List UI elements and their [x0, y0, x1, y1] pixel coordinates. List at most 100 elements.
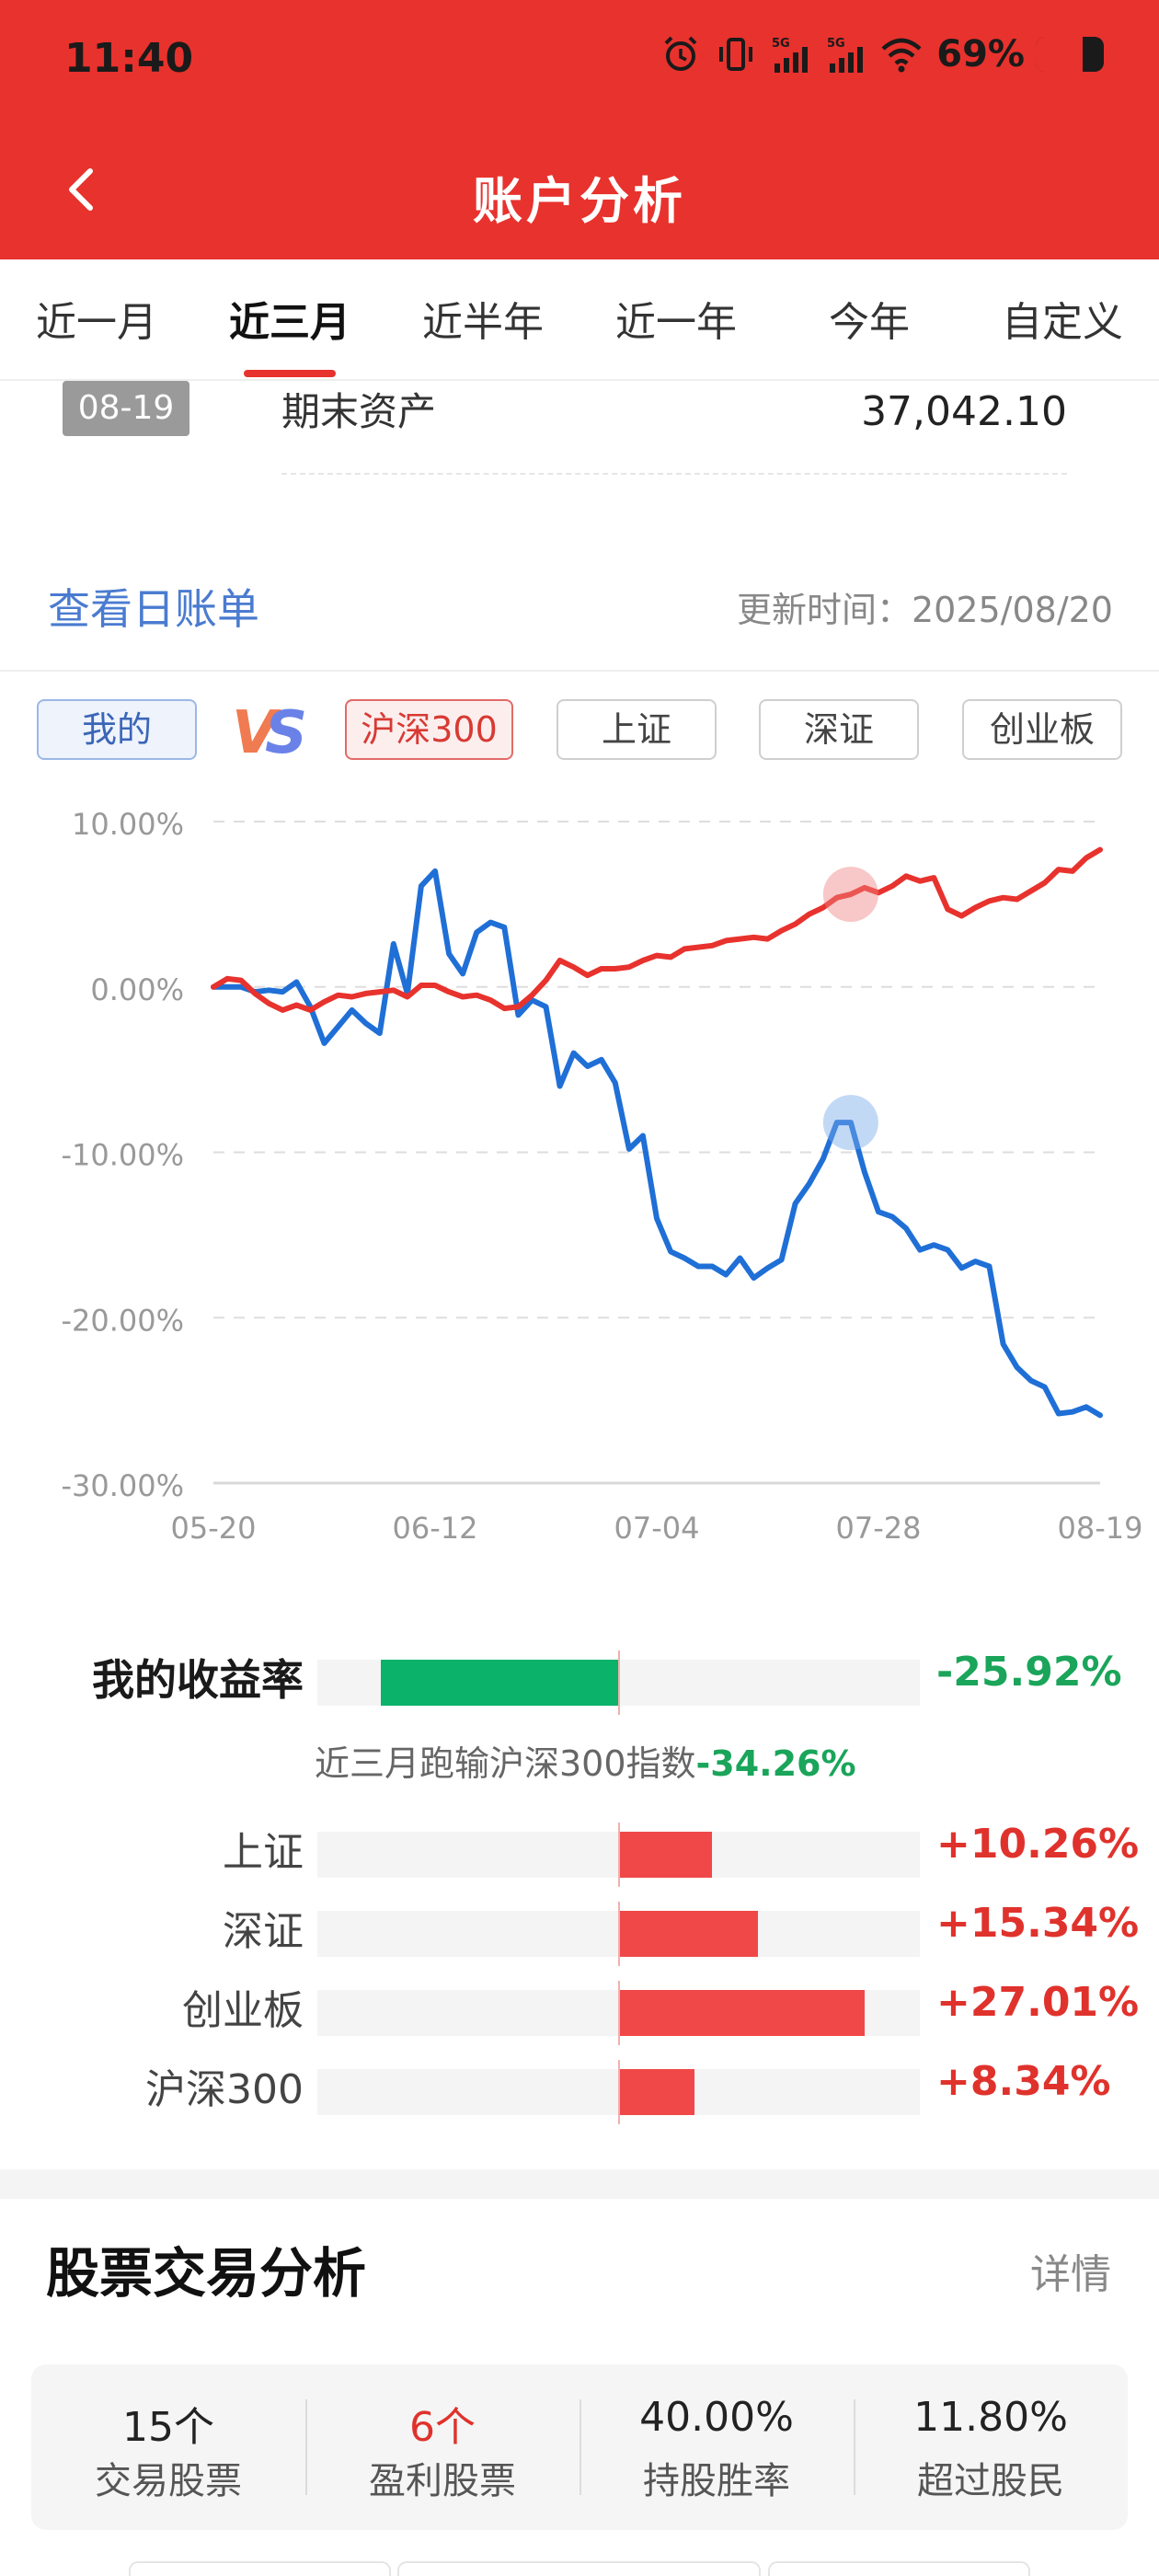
tab-custom[interactable]: 自定义 — [1002, 299, 1123, 346]
battery-percent: 69% — [936, 33, 1025, 75]
index-value-shenzhen: +15.34% — [936, 1900, 1140, 1947]
status-icons: 5G 5G 69% — [660, 33, 1104, 75]
return-comparison-chart[interactable]: 10.00% 0.00% -10.00% -20.00% -30.00% 05-20 06… — [0, 791, 1159, 1555]
index-return-row-chinext: 创业板 +27.01% — [0, 1977, 1159, 2045]
section-gap — [0, 2169, 1159, 2199]
period-tabs: 近一月 近三月 近半年 近一年 今年 自定义 — [0, 259, 1159, 381]
stat-label: 交易股票 — [95, 2460, 242, 2502]
my-return-bar — [381, 1660, 618, 1706]
x-tick-label: 07-04 — [614, 1511, 700, 1546]
underperform-text: 近三月跑输沪深300指数-34.26% — [315, 1735, 856, 1786]
asset-value: 37,042.10 — [861, 388, 1067, 435]
next-card-peek — [768, 2561, 1030, 2576]
svg-text:5G: 5G — [772, 37, 790, 51]
tab-6-months[interactable]: 近半年 — [422, 299, 544, 346]
wifi-icon — [881, 38, 922, 73]
vs-logo: V S — [232, 699, 307, 764]
compare-shenzhen-button[interactable]: 深证 — [759, 699, 919, 760]
x-tick-label: 08-19 — [1058, 1511, 1143, 1546]
index-bar-shenzhen — [618, 1911, 759, 1957]
compare-shanghai-button[interactable]: 上证 — [557, 699, 717, 760]
index-value-chinext: +27.01% — [936, 1979, 1140, 2026]
chart-highlight-markers — [822, 867, 878, 1151]
index-value-hs300: +8.34% — [936, 2058, 1111, 2105]
section-divider — [0, 670, 1159, 672]
back-arrow-icon[interactable] — [55, 162, 110, 217]
index-return-row-hs300: 沪深300 +8.34% — [0, 2056, 1159, 2124]
page-title: 账户分析 — [473, 172, 686, 230]
stat-value: 15个 — [122, 2404, 214, 2451]
zero-axis — [618, 1981, 620, 2045]
my-highlight-point — [822, 1095, 878, 1151]
tab-1-year[interactable]: 近一年 — [615, 299, 737, 346]
compare-chinext-button[interactable]: 创业板 — [962, 699, 1122, 760]
divider — [281, 473, 1067, 475]
my-return-value: -25.92% — [936, 1649, 1122, 1696]
view-daily-bill-link[interactable]: 查看日账单 — [48, 584, 259, 634]
update-time: 更新时间：2025/08/20 — [736, 590, 1113, 630]
x-tick-label: 07-28 — [836, 1511, 922, 1546]
zero-axis — [618, 1902, 620, 1966]
signal-5g-icon: 5G — [772, 37, 809, 73]
x-tick-label: 05-20 — [171, 1511, 257, 1546]
compare-row: 我的 V S 沪深300 上证 深证 创业板 — [0, 699, 1159, 764]
index-label-hs300: 沪深300 — [145, 2066, 304, 2113]
chart-series — [211, 846, 1103, 1419]
tab-3-months[interactable]: 近三月 — [229, 299, 350, 346]
svg-text:V: V — [232, 699, 281, 764]
stat-win-rate: 40.00% 持股胜率 — [580, 2364, 854, 2530]
status-bar: 11:40 5G 5G 69% — [0, 0, 1159, 121]
stock-analysis-title: 股票交易分析 — [46, 2242, 367, 2305]
my-return-row: 我的收益率 -25.92% — [0, 1647, 1159, 1715]
tab-this-year[interactable]: 今年 — [829, 299, 910, 346]
zero-axis — [618, 1650, 620, 1715]
index-bar-hs300 — [618, 2069, 694, 2115]
x-axis-labels: 05-20 06-12 07-04 07-28 08-19 — [171, 1511, 1143, 1546]
stat-value: 11.80% — [913, 2394, 1068, 2441]
index-label-shanghai: 上证 — [223, 1829, 304, 1876]
stat-beat-investors: 11.80% 超过股民 — [854, 2364, 1128, 2530]
svg-text:5G: 5G — [827, 37, 845, 51]
my-return-label: 我的收益率 — [92, 1655, 304, 1705]
index-return-row-shenzhen: 深证 +15.34% — [0, 1898, 1159, 1966]
svg-text:S: S — [265, 699, 307, 764]
mine-button[interactable]: 我的 — [37, 699, 197, 760]
y-tick-label: -20.00% — [61, 1303, 184, 1338]
tab-1-month[interactable]: 近一月 — [36, 299, 157, 346]
app-header: 账户分析 — [0, 121, 1159, 259]
vibrate-icon — [719, 38, 753, 71]
stat-profitable-stocks: 6个 盈利股票 — [305, 2364, 580, 2530]
active-tab-indicator — [244, 370, 336, 377]
index-highlight-point — [822, 867, 878, 923]
status-time: 11:40 — [64, 35, 194, 82]
stat-divider — [854, 2399, 855, 2495]
alarm-icon — [664, 36, 697, 71]
my-return-line — [211, 868, 1103, 1419]
stat-label: 盈利股票 — [369, 2460, 516, 2502]
stat-value: 6个 — [409, 2404, 476, 2451]
underperform-prefix: 近三月跑输沪深300指数 — [315, 1743, 696, 1784]
battery-level-fill — [1036, 37, 1084, 72]
index-bar-shanghai — [618, 1832, 712, 1878]
y-tick-label: -30.00% — [61, 1468, 184, 1503]
period-end-asset-row: 08-19 期末资产 37,042.10 — [0, 381, 1159, 482]
index-value-shanghai: +10.26% — [936, 1821, 1140, 1868]
stat-divider — [580, 2399, 581, 2495]
y-tick-label: -10.00% — [61, 1138, 184, 1173]
x-tick-label: 06-12 — [393, 1511, 478, 1546]
chart-grid — [213, 821, 1100, 1485]
battery-icon — [1036, 37, 1104, 72]
asset-label: 期末资产 — [281, 389, 437, 434]
y-tick-label: 0.00% — [90, 972, 184, 1007]
stock-analysis-detail-link[interactable]: 详情 — [1030, 2251, 1111, 2298]
zero-axis — [618, 1823, 620, 1887]
stat-divider — [305, 2399, 307, 2495]
next-card-peek — [397, 2561, 761, 2576]
y-axis-labels: 10.00% 0.00% -10.00% -20.00% -30.00% — [61, 807, 184, 1503]
stat-value: 40.00% — [639, 2394, 794, 2441]
index-bar-chinext — [618, 1990, 866, 2036]
compare-hs300-button[interactable]: 沪深300 — [345, 699, 513, 760]
index-label-shenzhen: 深证 — [223, 1908, 304, 1955]
date-badge: 08-19 — [63, 381, 189, 436]
next-card-peek — [129, 2561, 391, 2576]
